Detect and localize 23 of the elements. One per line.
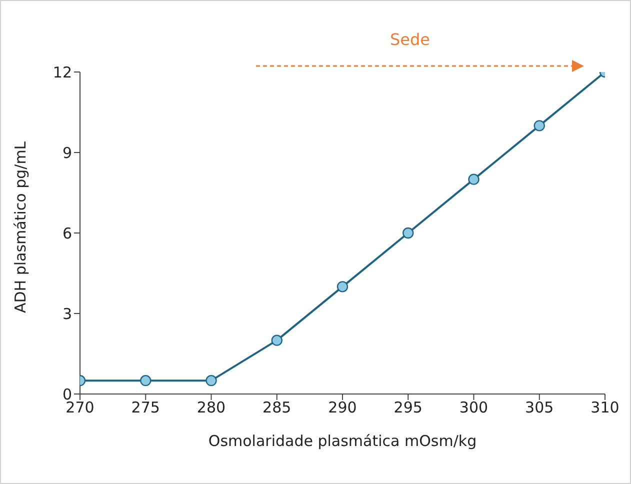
x-tick-label: 300	[459, 398, 488, 417]
x-tick-label: 270	[66, 398, 94, 417]
x-tick-label: 285	[262, 398, 292, 417]
point	[336, 281, 348, 292]
y-tick-label: 3	[62, 304, 72, 323]
point	[402, 227, 414, 239]
point	[271, 334, 282, 346]
text: Sede	[390, 30, 430, 49]
x-axis-title: Osmolaridade plasmática mOsm/kg	[208, 432, 477, 450]
x-tick-label: 310	[590, 398, 620, 417]
y-tick-label: 9	[62, 144, 72, 162]
point	[468, 174, 480, 185]
x-tick-label: 290	[328, 398, 357, 417]
y-tick-label: 6	[62, 224, 72, 242]
x-tick-label: 295	[394, 398, 422, 417]
x-tick-label: 280	[196, 398, 226, 417]
y-axis-title: ADH plasmático pg/mL	[11, 140, 30, 313]
x-tick-label: 275	[131, 398, 160, 417]
point	[206, 374, 217, 386]
point	[140, 374, 152, 386]
y-tick-label: 12	[52, 63, 72, 82]
x-tick-label: 305	[525, 398, 554, 417]
point	[534, 120, 545, 132]
